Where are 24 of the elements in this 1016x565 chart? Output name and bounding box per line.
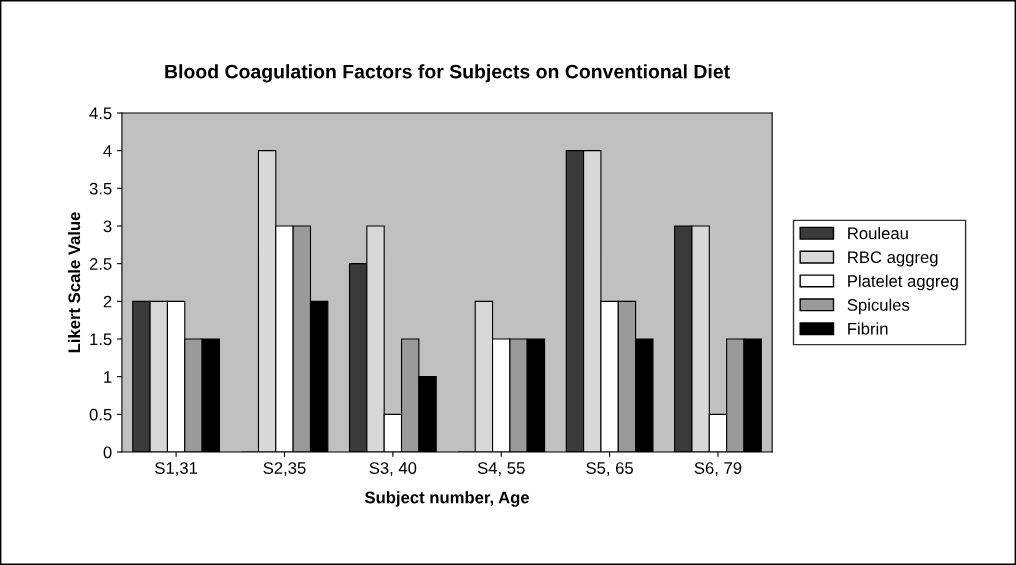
- legend-label: Spicules: [847, 298, 910, 315]
- chart-title: Blood Coagulation Factors for Subjects on Conventional Diet: [165, 64, 730, 83]
- y-tick-label: 3: [103, 220, 112, 233]
- y-tick-label: 1.5: [90, 333, 112, 346]
- x-tick-label: S4, 55: [477, 462, 525, 476]
- y-tick-label: 0.5: [89, 408, 112, 421]
- legend-label: RBC aggreg: [848, 251, 938, 267]
- x-tick-label: S3, 40: [369, 462, 417, 476]
- x-axis-title: Subject number, Age: [364, 491, 530, 507]
- y-tick-label: 2: [103, 295, 112, 308]
- y-axis-title: Likert Scale Value: [67, 212, 81, 353]
- legend-label: Fibrin: [848, 322, 888, 335]
- legend-label: Rouleau: [848, 226, 908, 240]
- y-tick-label: 0: [103, 446, 112, 459]
- y-tick-label: 3.5: [89, 182, 112, 195]
- legend-label: Platelet aggreg: [848, 274, 958, 291]
- x-tick-label: S2,35: [263, 462, 306, 476]
- x-tick-label: S6, 79: [694, 462, 742, 476]
- y-tick-label: 1: [104, 371, 112, 383]
- y-tick-label: 2.5: [89, 258, 112, 270]
- y-tick-label: 4.5: [89, 107, 112, 120]
- x-tick-label: S1,31: [155, 462, 198, 476]
- x-tick-label: S5, 65: [586, 462, 633, 476]
- y-tick-label: 4: [103, 145, 112, 157]
